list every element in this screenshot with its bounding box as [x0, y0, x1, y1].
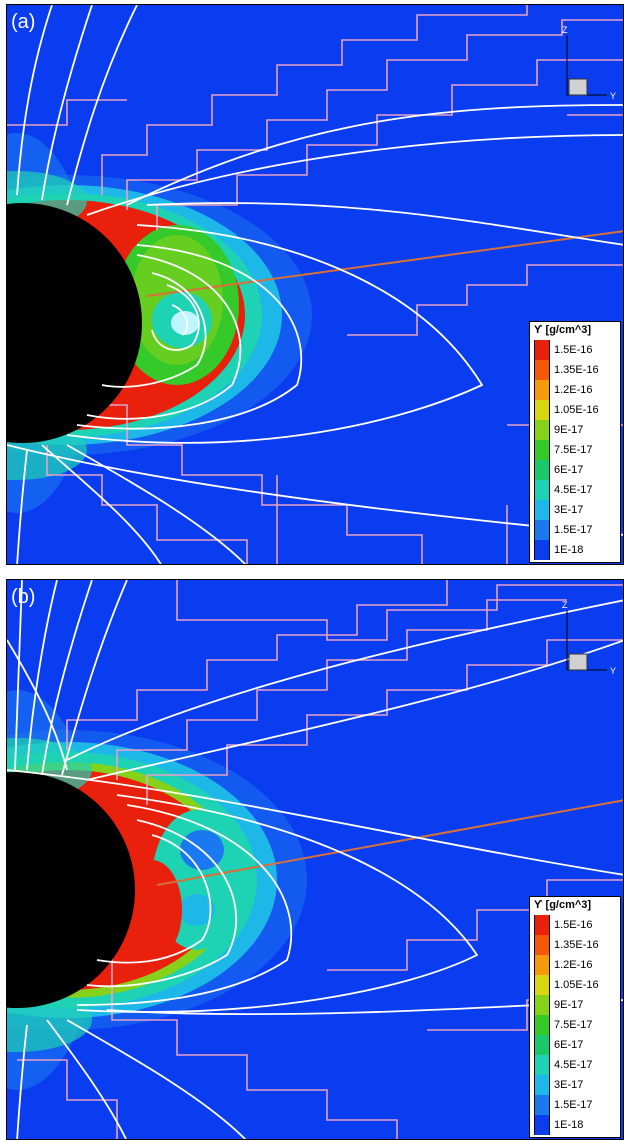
planet-body-a [7, 203, 142, 443]
axes-triad-b: Z Y [562, 600, 616, 676]
legend-label: 1.05E-16 [554, 979, 599, 991]
legend-entry: 1.2E-16 [534, 380, 593, 400]
legend-label: 1.05E-16 [554, 404, 599, 416]
legend-label: 7.5E-17 [554, 1019, 593, 1031]
planet-body-b [7, 772, 135, 1008]
legend-entry: 9E-17 [534, 995, 583, 1015]
legend-swatch [534, 500, 550, 520]
legend-entry: 1.5E-17 [534, 520, 593, 540]
legend-label: 1.5E-17 [554, 1099, 593, 1111]
density-plot-b: Z Y [7, 580, 623, 1139]
legend-swatch [534, 995, 550, 1015]
legend-entry: 1.05E-16 [534, 400, 599, 420]
legend-swatch [534, 955, 550, 975]
legend-entry: 6E-17 [534, 460, 583, 480]
legend-entry: 4.5E-17 [534, 1055, 593, 1075]
legend-label: 4.5E-17 [554, 484, 593, 496]
legend-b: ϒ [g/cm^3] 1.5E-16 1.35E-16 1.2E-16 1.05E-1… [529, 896, 621, 1138]
legend-swatch [534, 480, 550, 500]
legend-label: 1.35E-16 [554, 364, 599, 376]
legend-entry: 1E-18 [534, 540, 583, 560]
legend-swatch [534, 340, 550, 360]
legend-label: 1.5E-16 [554, 919, 593, 931]
legend-label: 1.2E-16 [554, 384, 593, 396]
legend-swatch [534, 915, 550, 935]
legend-entry: 7.5E-17 [534, 1015, 593, 1035]
legend-swatch [534, 1075, 550, 1095]
legend-label: 3E-17 [554, 504, 584, 516]
legend-label: 9E-17 [554, 424, 584, 436]
legend-swatch [534, 1055, 550, 1075]
legend-label: 1E-18 [554, 544, 584, 556]
legend-label: 6E-17 [554, 464, 584, 476]
legend-label: 9E-17 [554, 999, 584, 1011]
legend-entry: 4.5E-17 [534, 480, 593, 500]
legend-entry: 1.05E-16 [534, 975, 599, 995]
legend-label: 4.5E-17 [554, 1059, 593, 1071]
legend-swatch [534, 540, 550, 560]
streamlines-b [7, 580, 623, 1139]
legend-a: ϒ [g/cm^3] 1.5E-16 1.35E-16 1.2E-16 1.05E-1… [529, 321, 621, 563]
legend-swatch [534, 975, 550, 995]
legend-entry: 1.2E-16 [534, 955, 593, 975]
orange-line-b [156, 799, 623, 886]
legend-label: 6E-17 [554, 1039, 584, 1051]
legend-swatch [534, 935, 550, 955]
panel-b-label: (b) [11, 586, 36, 608]
legend-entry: 1E-18 [534, 1115, 583, 1135]
legend-label: 3E-17 [554, 1079, 584, 1091]
legend-entry: 3E-17 [534, 1075, 583, 1095]
legend-entry: 3E-17 [534, 500, 583, 520]
legend-entry: 1.35E-16 [534, 360, 599, 380]
y-axis-label: Y [610, 91, 616, 101]
legend-entry: 1.5E-17 [534, 1095, 593, 1115]
z-axis-label: Z [562, 25, 568, 35]
panel-a: Z Y (a) ϒ [g/cm^3] 1.5E-16 1.35E-16 1.2E-1… [6, 4, 624, 565]
legend-label: 7.5E-17 [554, 444, 593, 456]
legend-swatch [534, 1015, 550, 1035]
legend-title-b: ϒ [g/cm^3] [534, 899, 592, 911]
axes-triad-a: Z Y [562, 25, 616, 101]
legend-label: 1.2E-16 [554, 959, 593, 971]
legend-swatch [534, 1095, 550, 1115]
legend-entry: 6E-17 [534, 1035, 583, 1055]
legend-entry: 7.5E-17 [534, 440, 593, 460]
panel-b: Z Y (b) ϒ [g/cm^3] 1.5E-16 1.35E-16 1.2E-1… [6, 579, 624, 1140]
streamlines-a [7, 5, 623, 564]
y-axis-label-b: Y [610, 666, 616, 676]
legend-swatch [534, 460, 550, 480]
legend-entry: 1.5E-16 [534, 340, 593, 360]
density-plot-a: Z Y [7, 5, 623, 564]
legend-label: 1E-18 [554, 1119, 584, 1131]
legend-entry: 1.5E-16 [534, 915, 593, 935]
legend-label: 1.5E-17 [554, 524, 593, 536]
legend-swatch [534, 400, 550, 420]
legend-swatch [534, 380, 550, 400]
panel-a-label: (a) [11, 11, 36, 33]
z-axis-label-b: Z [562, 600, 568, 610]
legend-label: 1.5E-16 [554, 344, 593, 356]
legend-swatch [534, 1035, 550, 1055]
legend-entry: 1.35E-16 [534, 935, 599, 955]
legend-swatch [534, 360, 550, 380]
legend-swatch [534, 520, 550, 540]
legend-entry: 9E-17 [534, 420, 583, 440]
legend-label: 1.35E-16 [554, 939, 599, 951]
legend-swatch [534, 420, 550, 440]
legend-title: ϒ [g/cm^3] [534, 324, 592, 336]
legend-swatch [534, 440, 550, 460]
legend-swatch [534, 1115, 550, 1135]
orange-line-a [146, 230, 623, 297]
